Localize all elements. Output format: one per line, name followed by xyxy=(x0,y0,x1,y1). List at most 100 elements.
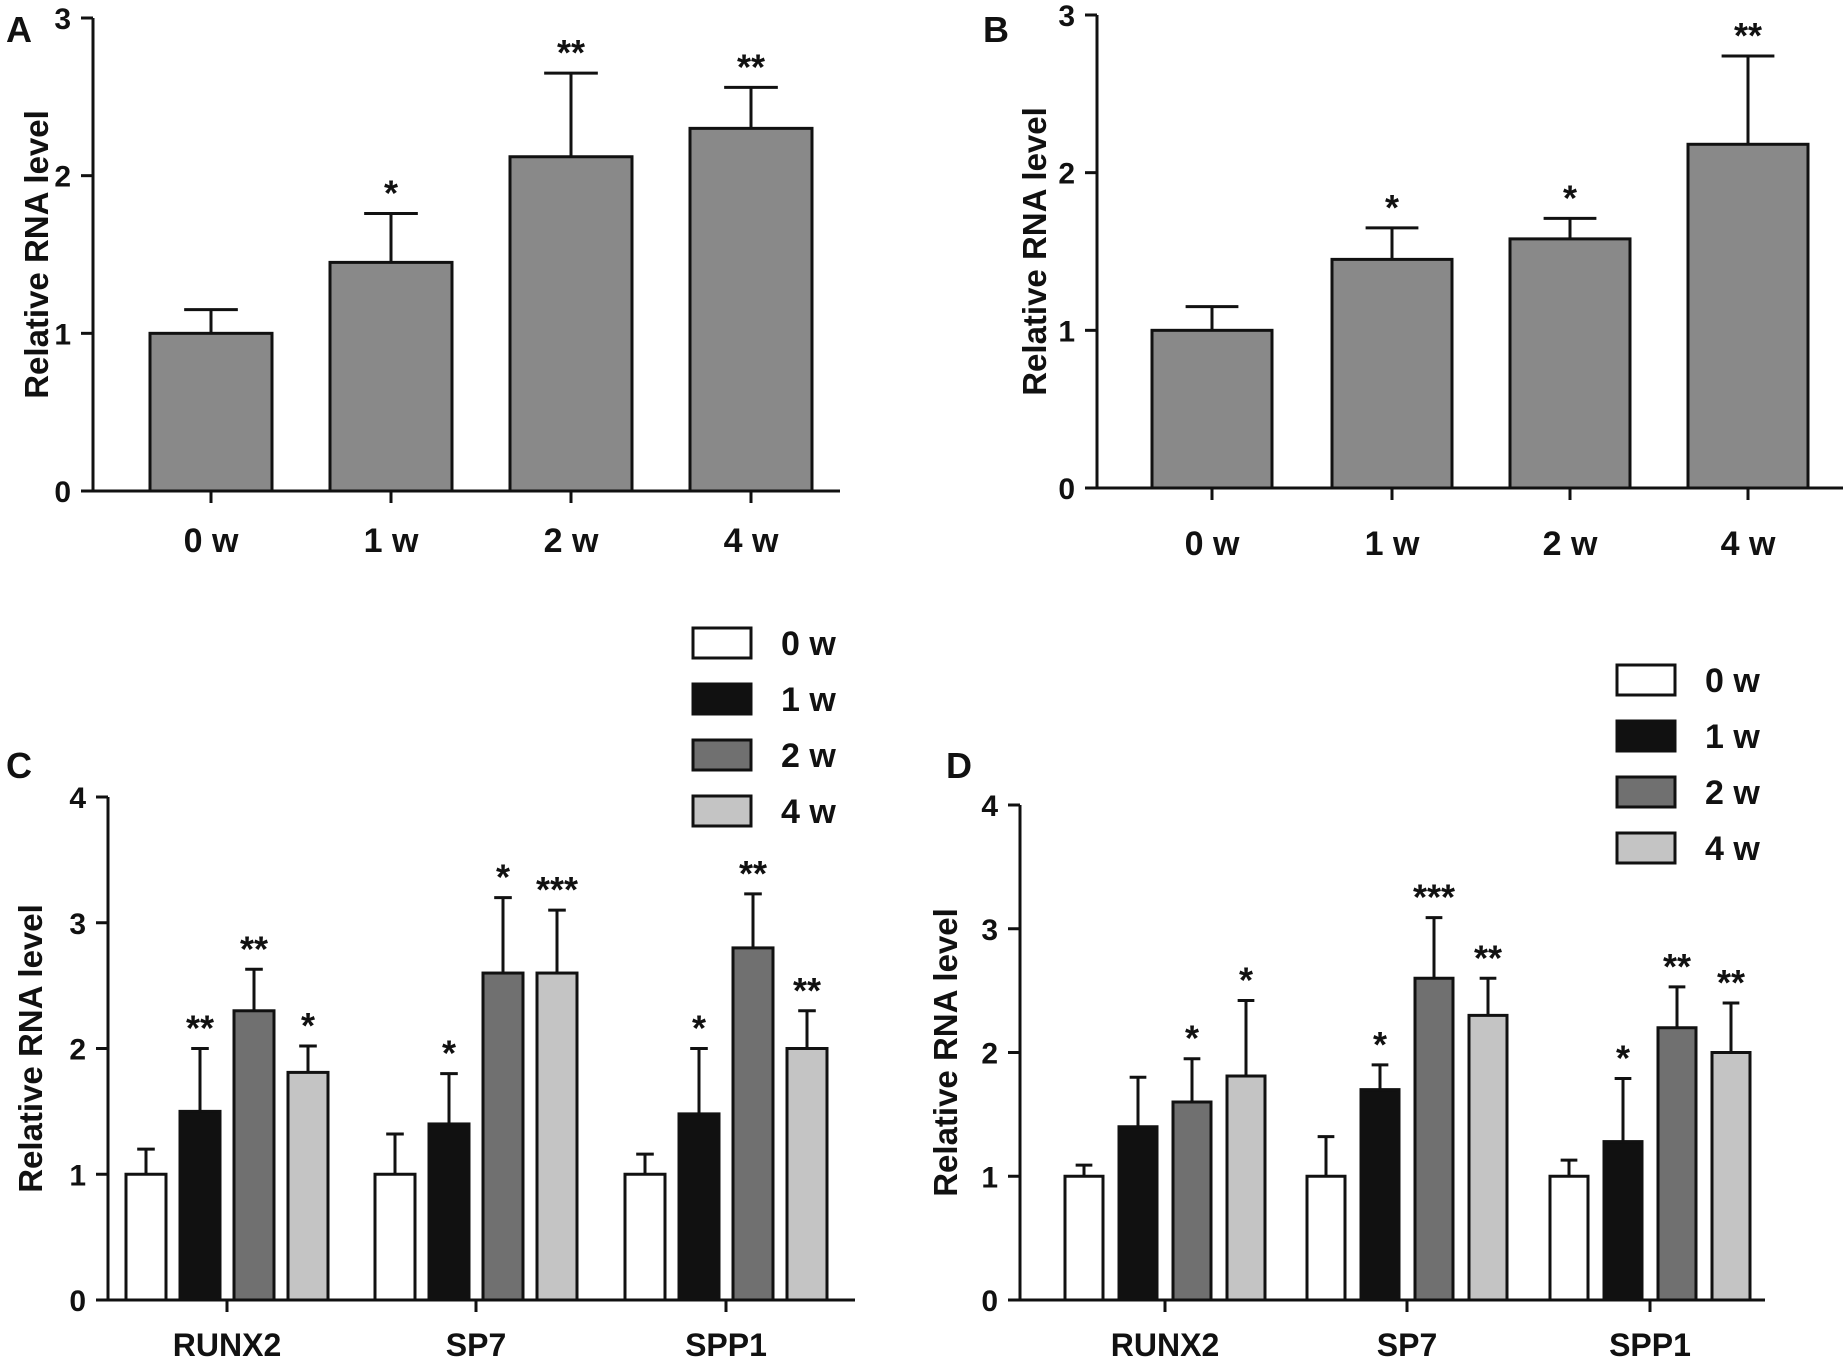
y-tick-label: 1 xyxy=(69,1159,86,1192)
legend-swatch xyxy=(691,626,753,660)
bar xyxy=(677,1112,721,1302)
bar xyxy=(1171,1100,1213,1302)
y-tick-label: 0 xyxy=(54,476,71,509)
significance-label: *** xyxy=(536,869,578,910)
legend-label: 1 w xyxy=(1705,718,1760,756)
significance-label: * xyxy=(1616,1037,1630,1078)
significance-label: ** xyxy=(737,46,765,87)
significance-label: * xyxy=(1185,1018,1199,1059)
significance-label: *** xyxy=(1413,877,1455,918)
bar xyxy=(124,1172,168,1302)
y-axis-label: Relative RNA level xyxy=(18,110,55,399)
bar xyxy=(148,331,274,493)
significance-label: * xyxy=(1563,177,1577,218)
x-tick-label: 2 w xyxy=(1543,525,1598,563)
bar xyxy=(1710,1051,1752,1302)
significance-label: ** xyxy=(186,1008,214,1049)
y-tick-label: 3 xyxy=(54,3,71,36)
y-tick-label: 2 xyxy=(1058,158,1075,191)
legend-label: 2 w xyxy=(781,737,836,775)
bar xyxy=(688,126,814,493)
bar xyxy=(1548,1174,1590,1302)
panel-letter: D xyxy=(946,745,972,786)
legend-label: 1 w xyxy=(781,681,836,719)
bar xyxy=(1656,1026,1698,1302)
significance-label: ** xyxy=(1717,962,1745,1003)
x-tick-label: 4 w xyxy=(1721,525,1776,563)
x-tick-label: SPP1 xyxy=(1609,1327,1691,1363)
bar xyxy=(1305,1174,1347,1302)
bar xyxy=(1150,328,1274,490)
legend-label: 0 w xyxy=(781,625,836,663)
legend-swatch xyxy=(1615,775,1677,809)
significance-label: ** xyxy=(1663,946,1691,987)
legend-swatch xyxy=(1615,719,1677,753)
bar xyxy=(1686,142,1810,490)
y-tick-label: 3 xyxy=(69,908,86,941)
bar xyxy=(286,1070,330,1302)
x-tick-label: 1 w xyxy=(364,522,419,560)
bar xyxy=(731,946,775,1302)
y-tick-label: 4 xyxy=(981,790,998,823)
legend-swatch xyxy=(691,738,753,772)
x-tick-label: SP7 xyxy=(446,1327,506,1363)
y-tick-label: 3 xyxy=(981,914,998,947)
panel-letter: A xyxy=(6,9,32,50)
bar xyxy=(178,1109,222,1302)
bar xyxy=(535,971,579,1302)
x-tick-label: RUNX2 xyxy=(1111,1327,1219,1363)
y-tick-label: 1 xyxy=(54,318,71,351)
y-tick-label: 4 xyxy=(69,782,86,815)
x-tick-label: 0 w xyxy=(184,522,239,560)
panel-letter: C xyxy=(6,745,32,786)
legend-label: 4 w xyxy=(781,793,836,831)
legend-label: 4 w xyxy=(1705,830,1760,868)
significance-label: ** xyxy=(1734,15,1762,56)
y-tick-label: 0 xyxy=(69,1285,86,1318)
legend-swatch xyxy=(1615,831,1677,865)
y-tick-label: 2 xyxy=(981,1038,998,1071)
x-tick-label: RUNX2 xyxy=(173,1327,281,1363)
bar xyxy=(232,1009,276,1302)
bar xyxy=(1508,237,1632,490)
y-axis-label: Relative RNA level xyxy=(12,904,49,1193)
bar xyxy=(623,1172,667,1302)
y-tick-label: 1 xyxy=(1058,315,1075,348)
y-tick-label: 2 xyxy=(69,1034,86,1067)
significance-label: * xyxy=(301,1005,315,1046)
significance-label: ** xyxy=(1474,937,1502,978)
bar xyxy=(1359,1088,1401,1302)
bar xyxy=(427,1122,471,1302)
x-tick-label: SP7 xyxy=(1377,1327,1437,1363)
legend-label: 0 w xyxy=(1705,662,1760,700)
bar xyxy=(785,1047,829,1302)
bar xyxy=(481,971,525,1302)
bar xyxy=(1602,1140,1644,1302)
y-tick-label: 3 xyxy=(1058,0,1075,33)
significance-label: ** xyxy=(739,853,767,894)
x-tick-label: 2 w xyxy=(544,522,599,560)
y-axis-label: Relative RNA level xyxy=(1016,107,1053,396)
panel-letter: B xyxy=(983,9,1009,50)
bar xyxy=(1467,1013,1509,1302)
significance-label: * xyxy=(442,1033,456,1074)
legend-label: 2 w xyxy=(1705,774,1760,812)
bar xyxy=(1117,1125,1159,1302)
bar xyxy=(1063,1174,1105,1302)
bar xyxy=(1330,257,1454,490)
significance-label: * xyxy=(1239,960,1253,1001)
y-tick-label: 0 xyxy=(1058,473,1075,506)
panel-a: A 0 1 2 3 Relative RNA level 0 w * 1 w ** 2 w ** 4 w xyxy=(6,3,840,560)
y-tick-label: 1 xyxy=(981,1161,998,1194)
significance-label: * xyxy=(384,173,398,214)
bar xyxy=(373,1172,417,1302)
significance-label: * xyxy=(496,857,510,898)
bar xyxy=(1413,976,1455,1302)
x-tick-label: 4 w xyxy=(724,522,779,560)
legend-swatch xyxy=(1615,663,1677,697)
y-axis-label: Relative RNA level xyxy=(927,908,964,1197)
legend-swatch xyxy=(691,794,753,828)
